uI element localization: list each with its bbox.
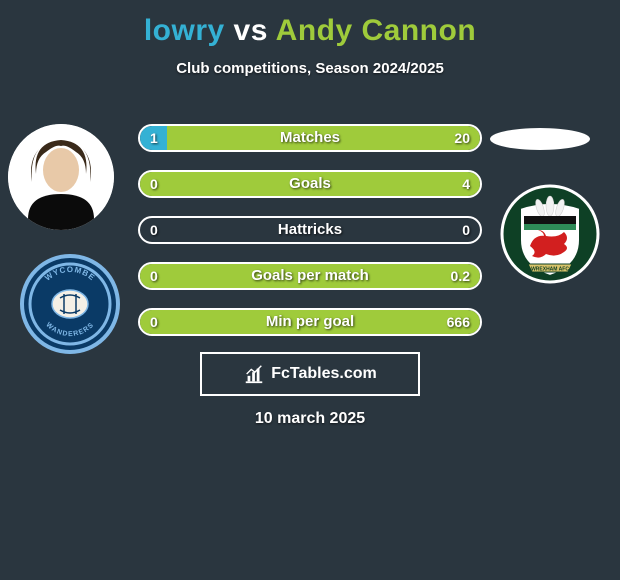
vs-text: vs bbox=[234, 14, 268, 47]
stat-row: 00Hattricks bbox=[138, 216, 482, 244]
stat-row: 120Matches bbox=[138, 124, 482, 152]
brand-text: FcTables.com bbox=[271, 365, 377, 383]
bar-chart-icon bbox=[243, 363, 265, 385]
stat-label: Goals per match bbox=[140, 264, 480, 288]
club-logo-right: WREXHAM AFC bbox=[500, 184, 600, 284]
subtitle: Club competitions, Season 2024/2025 bbox=[0, 60, 620, 77]
stat-row: 04Goals bbox=[138, 170, 482, 198]
brand-box[interactable]: FcTables.com bbox=[200, 352, 420, 396]
stat-row: 0666Min per goal bbox=[138, 308, 482, 336]
date-text: 10 march 2025 bbox=[0, 410, 620, 428]
player2-photo-placeholder bbox=[490, 128, 590, 150]
comparison-title: lowry vs Andy Cannon bbox=[0, 0, 620, 48]
club-logo-left: WYCOMBE WANDERERS bbox=[20, 254, 120, 354]
player1-photo bbox=[8, 124, 114, 230]
stat-label: Min per goal bbox=[140, 310, 480, 334]
player2-name: Andy Cannon bbox=[276, 14, 477, 47]
stat-label: Goals bbox=[140, 172, 480, 196]
svg-text:WREXHAM AFC: WREXHAM AFC bbox=[531, 267, 569, 273]
player1-name: lowry bbox=[144, 14, 225, 47]
stat-label: Matches bbox=[140, 126, 480, 150]
stat-row: 00.2Goals per match bbox=[138, 262, 482, 290]
stat-bars: 120Matches 04Goals 00Hattricks 00.2Goals pe… bbox=[138, 124, 482, 354]
stat-label: Hattricks bbox=[140, 218, 480, 242]
